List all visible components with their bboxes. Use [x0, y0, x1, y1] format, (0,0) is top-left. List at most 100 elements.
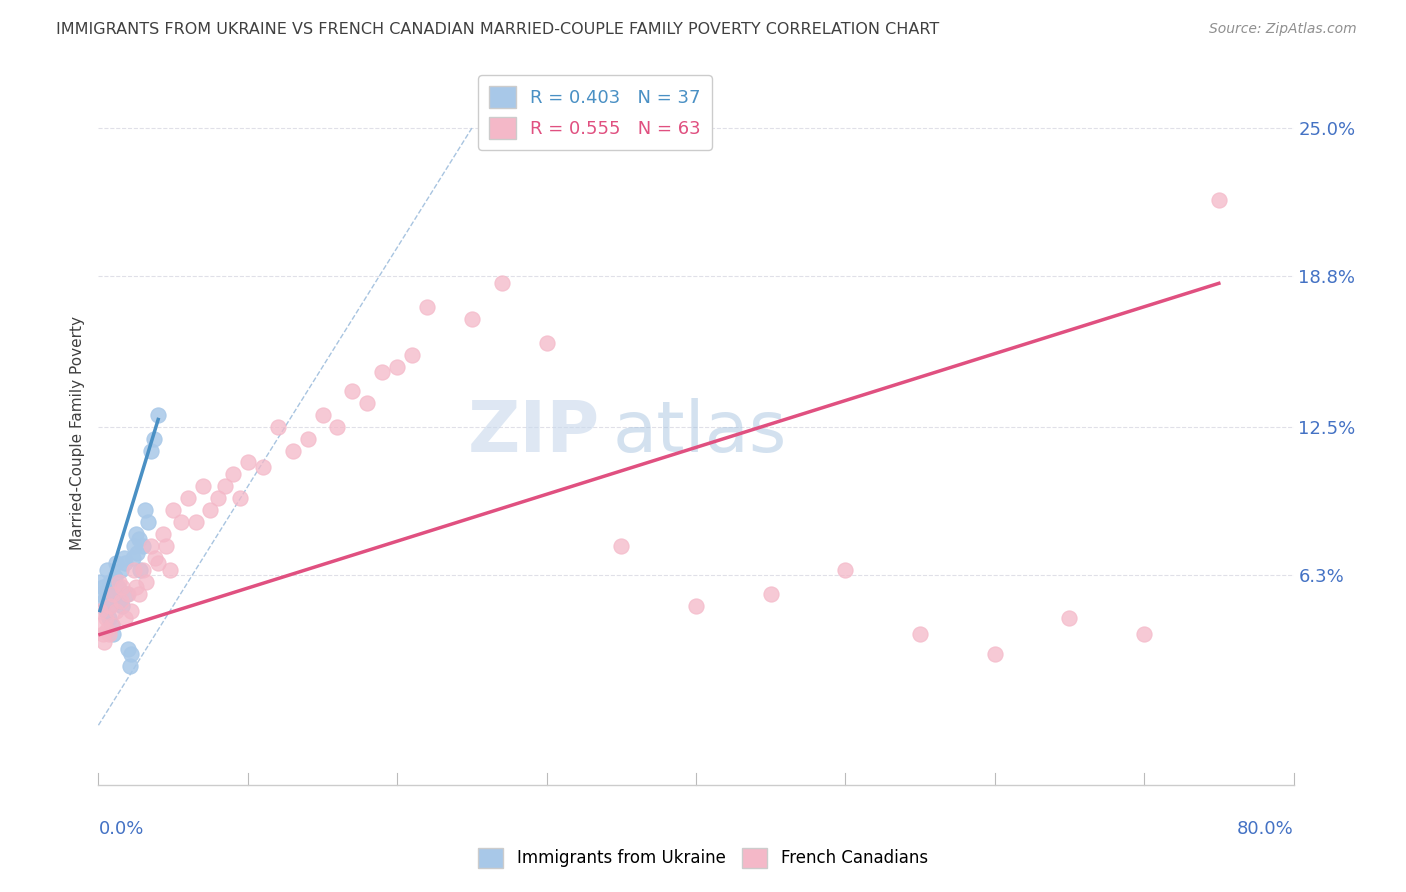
Point: [117, 587, 139, 601]
Point: [120, 647, 142, 661]
Point: [371, 365, 394, 379]
Point: [128, 587, 150, 601]
Point: [229, 491, 252, 506]
Point: [139, 443, 162, 458]
Point: [104, 570, 127, 584]
Point: [93, 594, 115, 608]
Point: [169, 515, 191, 529]
Point: [236, 455, 259, 469]
Point: [152, 527, 174, 541]
Point: [132, 539, 155, 553]
Point: [252, 460, 274, 475]
Point: [103, 587, 125, 601]
Point: [108, 574, 131, 589]
Point: [105, 604, 128, 618]
Point: [103, 587, 125, 601]
Text: ZIP: ZIP: [468, 398, 600, 467]
Point: [108, 594, 131, 608]
Point: [610, 539, 633, 553]
Point: [139, 539, 162, 553]
Point: [326, 419, 349, 434]
Point: [1208, 193, 1230, 207]
Point: [491, 277, 513, 291]
Text: Source: ZipAtlas.com: Source: ZipAtlas.com: [1209, 22, 1357, 37]
Point: [90, 618, 112, 632]
Point: [142, 432, 165, 446]
Point: [101, 618, 124, 632]
Point: [107, 580, 129, 594]
Point: [101, 618, 124, 632]
Point: [93, 634, 115, 648]
Point: [311, 408, 333, 422]
Point: [94, 604, 117, 618]
Point: [159, 563, 181, 577]
Point: [908, 627, 931, 641]
Point: [89, 604, 111, 618]
Point: [385, 359, 409, 374]
Point: [129, 563, 152, 577]
Point: [89, 574, 111, 589]
Point: [98, 599, 122, 613]
Point: [685, 599, 707, 613]
Point: [1059, 611, 1081, 625]
Legend: Immigrants from Ukraine, French Canadians: Immigrants from Ukraine, French Canadian…: [471, 841, 935, 875]
Point: [162, 503, 184, 517]
Point: [461, 312, 484, 326]
Point: [401, 348, 423, 362]
Point: [416, 300, 439, 314]
Point: [759, 587, 782, 601]
Point: [132, 563, 155, 577]
Point: [124, 563, 146, 577]
Point: [134, 503, 156, 517]
Point: [135, 574, 157, 589]
Text: 0.0%: 0.0%: [98, 821, 143, 838]
Point: [177, 491, 200, 506]
Point: [110, 563, 132, 577]
Point: [222, 467, 245, 482]
Point: [297, 432, 319, 446]
Point: [356, 396, 378, 410]
Point: [128, 532, 150, 546]
Point: [98, 599, 122, 613]
Point: [536, 336, 558, 351]
Point: [834, 563, 856, 577]
Y-axis label: Married-Couple Family Poverty: Married-Couple Family Poverty: [69, 316, 84, 549]
Point: [184, 515, 207, 529]
Point: [120, 604, 142, 618]
Point: [117, 641, 139, 656]
Legend: R = 0.403   N = 37, R = 0.555   N = 63: R = 0.403 N = 37, R = 0.555 N = 63: [478, 75, 711, 150]
Point: [114, 611, 136, 625]
Point: [97, 611, 120, 625]
Point: [281, 443, 304, 458]
Point: [105, 556, 128, 570]
Point: [148, 408, 170, 422]
Point: [984, 647, 1007, 661]
Point: [96, 623, 118, 637]
Point: [103, 627, 125, 641]
Text: atlas: atlas: [613, 398, 787, 467]
Point: [118, 658, 141, 673]
Point: [136, 515, 159, 529]
Point: [207, 491, 229, 506]
Point: [125, 527, 148, 541]
Point: [148, 556, 170, 570]
Point: [91, 580, 114, 594]
Point: [96, 587, 118, 601]
Point: [97, 627, 120, 641]
Point: [125, 580, 148, 594]
Point: [191, 479, 214, 493]
Point: [342, 384, 364, 398]
Text: IMMIGRANTS FROM UKRAINE VS FRENCH CANADIAN MARRIED-COUPLE FAMILY POVERTY CORRELA: IMMIGRANTS FROM UKRAINE VS FRENCH CANADI…: [56, 22, 939, 37]
Point: [1133, 627, 1156, 641]
Point: [111, 580, 134, 594]
Point: [96, 563, 118, 577]
Point: [200, 503, 222, 517]
Point: [91, 627, 114, 641]
Point: [94, 611, 117, 625]
Point: [127, 546, 149, 560]
Point: [112, 551, 135, 566]
Point: [110, 594, 132, 608]
Text: 80.0%: 80.0%: [1237, 821, 1294, 838]
Point: [114, 556, 136, 570]
Point: [267, 419, 290, 434]
